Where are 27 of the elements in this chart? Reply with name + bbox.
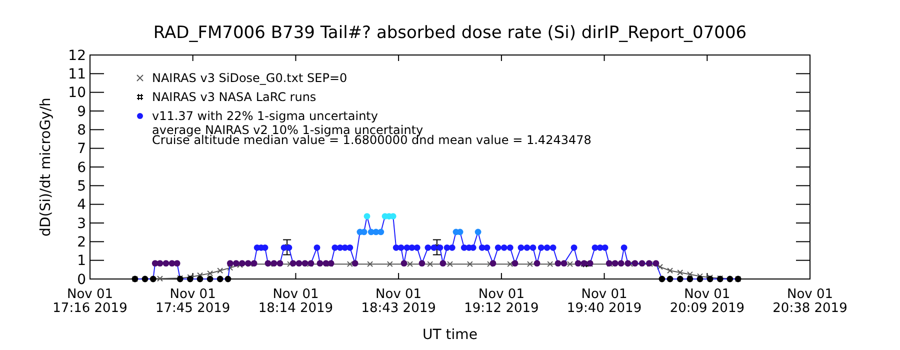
x-tick-label: Nov 01 20:09 2019 [670,287,745,316]
y-tick-label: 9 [77,104,86,120]
x-tick-label: Nov 01 17:16 2019 [52,287,128,316]
legend-label: v11.37 with 22% 1-sigma uncertainty [152,109,378,124]
y-tick-label: 1 [77,253,86,270]
x-tick-label: Nov 01 20:38 2019 [772,287,848,316]
x-tick-label: Nov 01 18:43 2019 [361,287,436,316]
y-tick-label: 2 [77,234,86,251]
y-tick-label: 8 [77,122,86,139]
legend-label: NAIRAS v3 NASA LaRC runs [152,90,316,104]
y-tick-label: 12 [68,48,86,64]
y-tick-label: 10 [68,85,86,102]
x-tick-label: Nov 01 19:12 2019 [464,287,539,316]
y-tick-label: 3 [77,216,86,232]
y-tick-label: 4 [77,197,86,214]
legend-label: NAIRAS v3 SiDose_G0.txt SEP=0 [152,71,348,86]
x-tick-label: Nov 01 19:40 2019 [566,287,642,316]
y-tick-label: 6 [77,160,86,176]
y-axis-title: dD(Si)/dt microGy/h [38,98,54,236]
x-tick-label: Nov 01 17:45 2019 [155,287,230,316]
y-tick-label: 0 [77,272,86,288]
x-tick-label: Nov 01 18:14 2019 [258,287,334,316]
y-tick-label: 5 [77,178,86,195]
chart-title: RAD_FM7006 B739 Tail#? absorbed dose rate (Si) dirIP_Report_07006 [153,23,747,43]
x-axis-title: UT time [422,327,478,343]
y-tick-label: 11 [68,66,86,83]
y-tick-label: 7 [77,141,86,158]
